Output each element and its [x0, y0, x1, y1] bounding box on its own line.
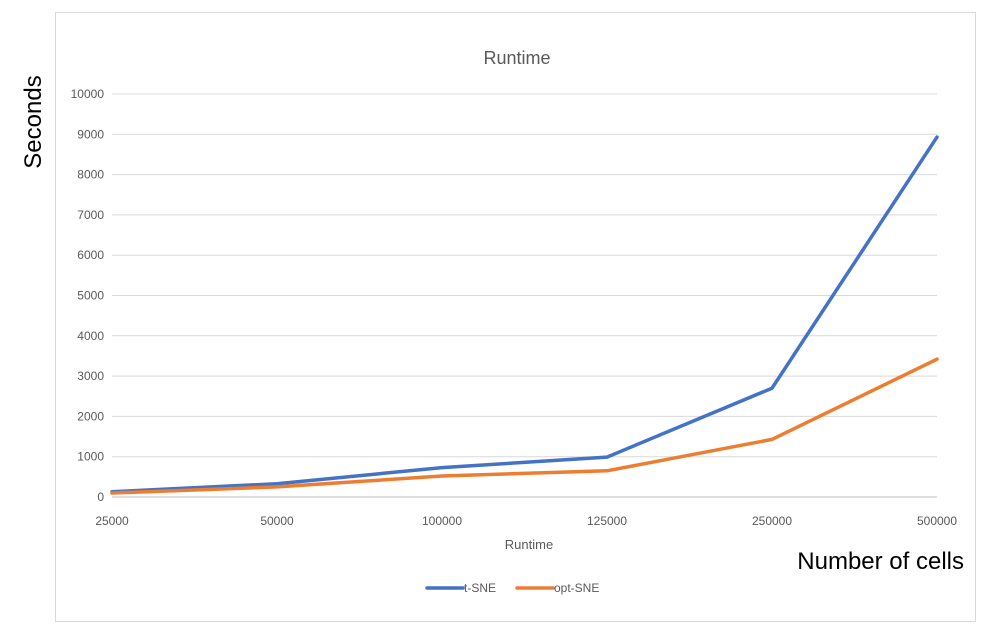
- y-tick-label: 2000: [77, 409, 104, 423]
- legend-item-t-SNE: t-SNE: [425, 581, 496, 595]
- data-point-opt-SNE: [935, 357, 939, 361]
- x-tick-label: 500000: [917, 514, 957, 528]
- series-line-t-SNE: [110, 135, 939, 494]
- y-tick-label: 3000: [77, 369, 104, 383]
- y-tick-label: 10000: [71, 87, 105, 101]
- x-axis-ticks: 25000 50000 100000 125000 250000 500000: [95, 514, 957, 528]
- data-point-t-SNE: [935, 135, 939, 139]
- data-point-opt-SNE: [605, 469, 609, 473]
- data-point-opt-SNE: [770, 437, 774, 441]
- x-tick-label: 50000: [260, 514, 294, 528]
- x-tick-label: 125000: [587, 514, 627, 528]
- y-tick-label: 6000: [77, 248, 104, 262]
- chart-title: Runtime: [483, 48, 550, 68]
- data-point-t-SNE: [440, 466, 444, 470]
- data-point-opt-SNE: [275, 485, 279, 489]
- y-tick-label: 5000: [77, 289, 104, 303]
- y-tick-label: 4000: [77, 329, 104, 343]
- y-tick-label: 8000: [77, 168, 104, 182]
- y-tick-label: 0: [97, 490, 104, 504]
- x-tick-label: 100000: [422, 514, 462, 528]
- legend-label: t-SNE: [464, 581, 496, 595]
- y-tick-label: 9000: [77, 127, 104, 141]
- chart-area: [55, 12, 976, 622]
- series-line-opt-SNE: [110, 357, 939, 495]
- series-lines: [110, 135, 939, 495]
- data-point-opt-SNE: [440, 474, 444, 478]
- legend-label: opt-SNE: [554, 581, 599, 595]
- legend: t-SNE opt-SNE: [425, 581, 599, 595]
- x-axis-title: Runtime: [505, 537, 553, 552]
- data-point-t-SNE: [275, 482, 279, 486]
- outer-x-axis-label: Number of cells: [797, 548, 964, 575]
- y-tick-label: 7000: [77, 208, 104, 222]
- data-point-opt-SNE: [110, 491, 114, 495]
- data-point-t-SNE: [770, 386, 774, 390]
- legend-item-opt-SNE: opt-SNE: [515, 581, 599, 595]
- y-axis-ticks: 0 1000 2000 3000 4000 5000 6000 7000 8000 9000 100…: [71, 87, 105, 504]
- gridlines: [112, 93, 937, 498]
- data-point-t-SNE: [605, 455, 609, 459]
- x-tick-label: 250000: [752, 514, 792, 528]
- x-tick-label: 25000: [95, 514, 129, 528]
- y-tick-label: 1000: [77, 450, 104, 464]
